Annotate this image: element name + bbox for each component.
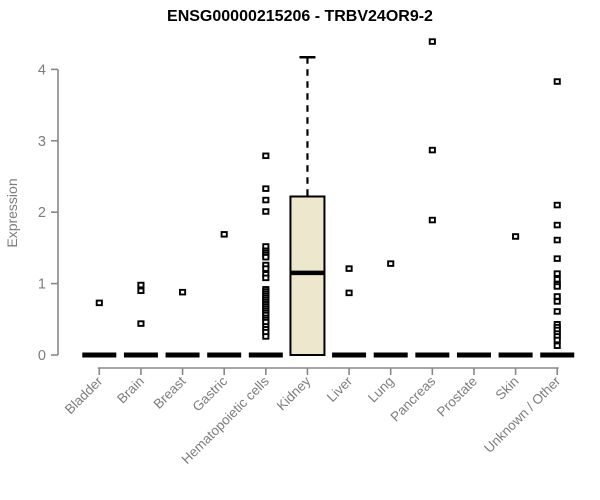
outlier-point — [512, 233, 520, 240]
y-tick-label: 3 — [38, 134, 46, 150]
outlier-point — [220, 231, 228, 238]
outlier-point — [262, 274, 270, 282]
outlier-point — [428, 146, 436, 154]
outlier-point — [262, 333, 270, 340]
outlier-point — [137, 281, 145, 289]
outlier-point — [262, 265, 270, 272]
x-tick-label: Prostate — [434, 374, 480, 420]
outlier-point — [179, 288, 187, 296]
outlier-point — [553, 298, 561, 305]
x-tick-label: Liver — [324, 373, 356, 405]
outlier-point — [553, 78, 561, 85]
outlier-point — [553, 255, 561, 262]
outlier-point — [428, 216, 436, 224]
y-tick-label: 4 — [38, 62, 46, 78]
outlier-point — [553, 236, 561, 244]
outlier-point — [137, 320, 145, 327]
x-tick-label: Skin — [493, 374, 522, 403]
outlier-point — [262, 208, 270, 215]
outlier-point — [137, 287, 145, 294]
outlier-point — [428, 38, 436, 45]
outlier-point — [345, 289, 353, 297]
outlier-point — [387, 260, 395, 267]
x-tick-label: Kidney — [274, 373, 314, 413]
x-tick-label: Unknown / Other — [481, 373, 564, 456]
outlier-point — [262, 185, 270, 192]
outlier-point — [553, 293, 561, 300]
y-tick-label: 2 — [38, 205, 46, 221]
y-tick-label: 0 — [38, 348, 46, 364]
outlier-point — [553, 270, 561, 277]
outlier-point — [553, 308, 561, 315]
y-tick-label: 1 — [38, 277, 46, 293]
outlier-point — [95, 299, 103, 307]
outlier-point — [262, 253, 270, 261]
outlier-point — [553, 276, 561, 283]
outlier-point — [262, 196, 270, 204]
box-Kidney — [289, 195, 326, 356]
outlier-point — [553, 221, 561, 229]
x-tick-label: Gastric — [189, 373, 230, 414]
x-tick-label: Brain — [114, 374, 147, 407]
x-tick-label: Pancreas — [388, 373, 439, 424]
outlier-point — [553, 342, 561, 349]
x-tick-label: Breast — [150, 373, 188, 411]
outlier-point — [553, 201, 561, 209]
outlier-point — [553, 336, 561, 344]
outlier-point — [553, 283, 561, 290]
x-tick-label: Bladder — [62, 373, 106, 417]
outlier-point — [345, 265, 353, 272]
outlier-point — [262, 152, 270, 160]
chart-title: ENSG00000215206 - TRBV24OR9-2 — [167, 8, 433, 25]
x-tick-label: Lung — [365, 374, 397, 406]
